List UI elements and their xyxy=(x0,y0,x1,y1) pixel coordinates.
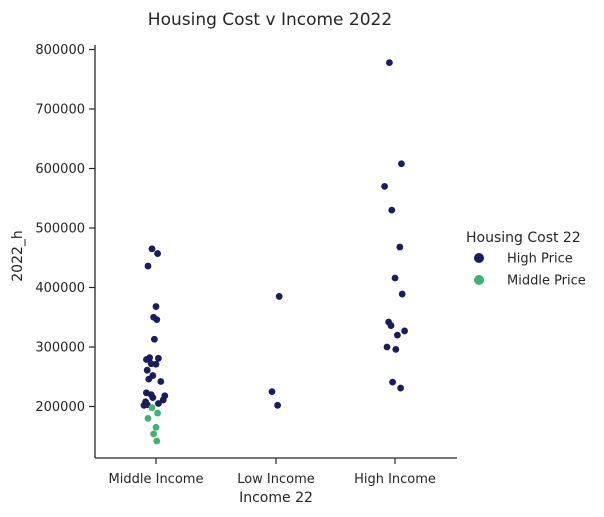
high-price-point xyxy=(153,316,161,324)
high-price-point xyxy=(145,375,153,383)
high-price-point xyxy=(392,345,400,353)
high-price-point xyxy=(152,360,160,368)
data-points xyxy=(140,59,408,445)
high-price-point xyxy=(155,354,162,362)
high-price-point xyxy=(387,322,395,329)
high-price-point xyxy=(274,401,281,409)
x-tick-label: High Income xyxy=(354,472,436,487)
y-tick-label: 400000 xyxy=(35,281,85,296)
high-price-point xyxy=(388,206,396,214)
high-price-point xyxy=(140,401,148,409)
y-tick-label: 800000 xyxy=(35,43,85,58)
high-price-point xyxy=(154,250,162,257)
y-tick-label: 600000 xyxy=(35,162,85,177)
x-tick-label: Middle Income xyxy=(109,472,204,487)
middle-price-point xyxy=(150,430,158,438)
legend-marker-middle-price xyxy=(474,275,484,285)
x-axis-label: Income 22 xyxy=(239,490,313,506)
high-price-point xyxy=(398,160,405,168)
high-price-point xyxy=(401,327,408,335)
middle-price-point xyxy=(148,404,156,412)
high-price-point xyxy=(157,378,165,385)
legend: Housing Cost 22 High Price Middle Price xyxy=(466,230,586,289)
chart-title: Housing Cost v Income 2022 xyxy=(148,10,392,30)
high-price-point xyxy=(391,274,399,282)
high-price-point xyxy=(394,331,401,339)
high-price-point xyxy=(144,262,152,270)
high-price-point xyxy=(389,378,396,386)
high-price-point xyxy=(268,388,276,396)
y-tick-label: 700000 xyxy=(35,103,85,118)
legend-label-high-price: High Price xyxy=(507,252,573,267)
y-axis: 200000 300000 400000 500000 600000 700000 8000… xyxy=(35,43,96,458)
x-tick-label: Low Income xyxy=(237,472,315,487)
y-axis-label: 2022_h xyxy=(10,230,26,282)
high-price-point xyxy=(159,396,167,404)
high-price-point xyxy=(398,290,406,298)
high-price-point xyxy=(143,366,151,374)
legend-marker-high-price xyxy=(474,253,484,263)
middle-price-point xyxy=(152,423,160,431)
high-price-point xyxy=(381,182,388,190)
middle-price-point xyxy=(144,415,152,422)
legend-label-middle-price: Middle Price xyxy=(507,274,586,289)
middle-price-point xyxy=(154,409,162,417)
high-price-point xyxy=(275,293,283,300)
x-axis: Middle Income Low Income High Income xyxy=(95,457,457,487)
high-price-point xyxy=(151,335,158,343)
high-price-point xyxy=(386,59,393,66)
legend-title: Housing Cost 22 xyxy=(466,230,581,246)
high-price-point xyxy=(149,394,157,401)
high-price-point xyxy=(152,303,160,310)
high-price-point xyxy=(143,356,150,363)
high-price-point xyxy=(148,245,156,253)
y-tick-label: 300000 xyxy=(35,341,85,356)
high-price-point xyxy=(396,243,404,251)
y-tick-label: 200000 xyxy=(35,400,85,415)
middle-price-point xyxy=(153,437,161,445)
high-price-point xyxy=(397,384,404,392)
y-tick-label: 500000 xyxy=(35,222,85,237)
high-price-point xyxy=(155,400,162,407)
high-price-point xyxy=(383,343,391,351)
